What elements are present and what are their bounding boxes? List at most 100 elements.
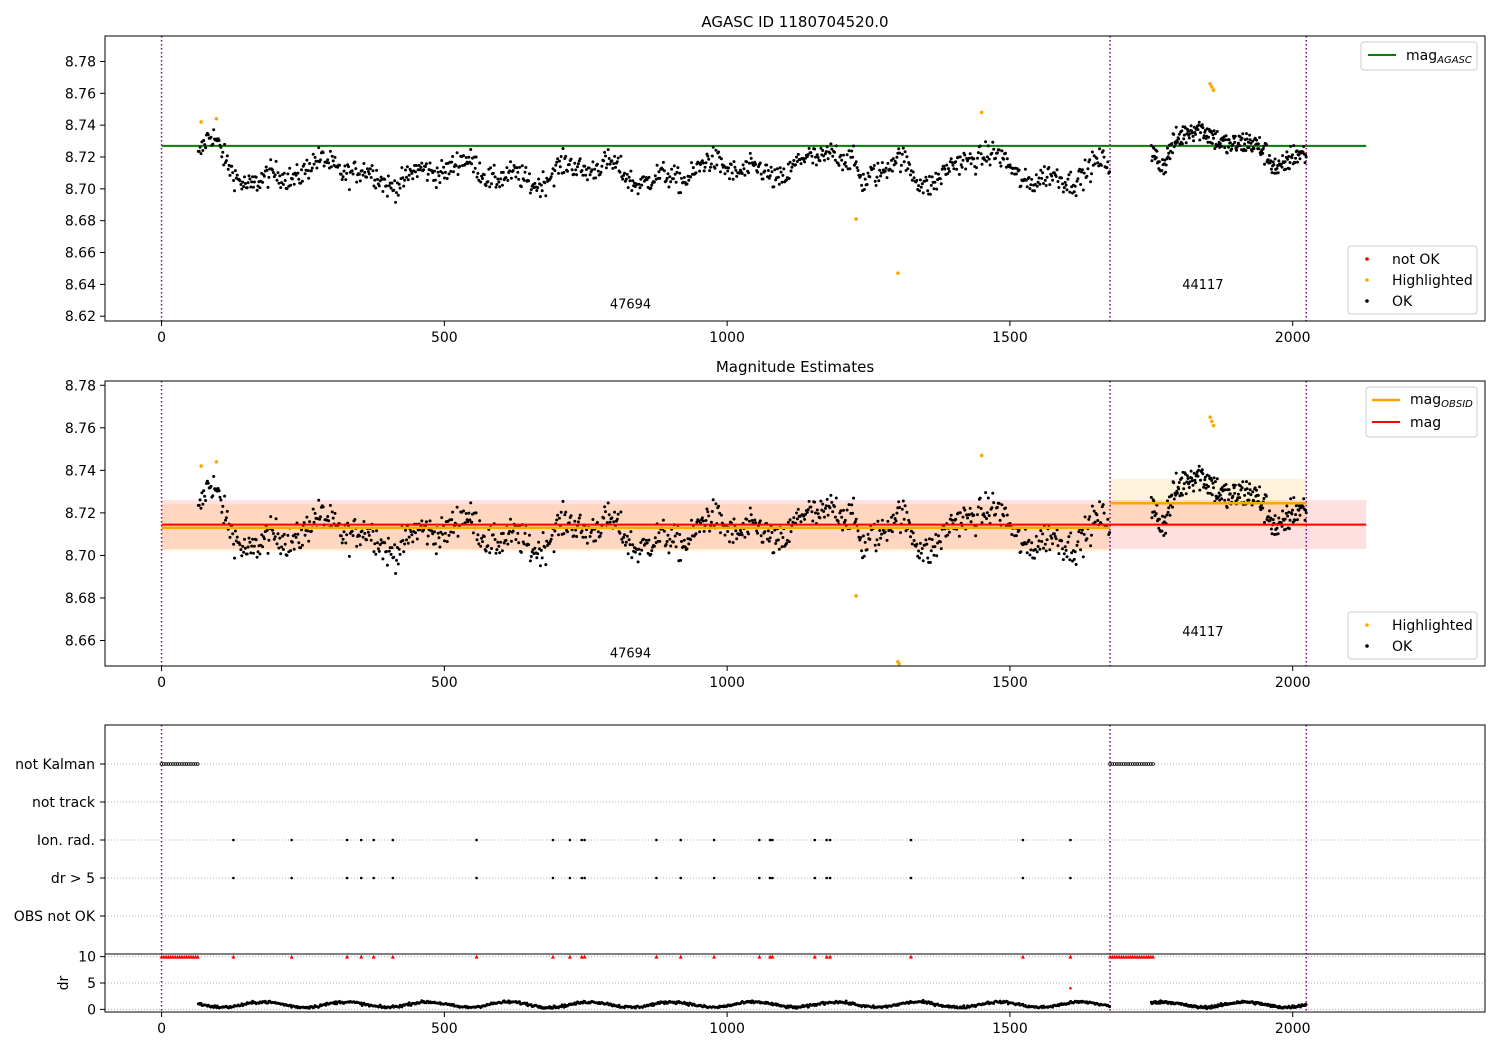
ok-point [795, 155, 798, 159]
legend-label-ok: OK [1392, 294, 1413, 310]
ok-point [241, 544, 245, 548]
ok-point [865, 548, 869, 552]
ok-point [1189, 469, 1193, 473]
ok-point [1275, 526, 1279, 530]
ok-point [1262, 497, 1266, 500]
ok-point [906, 167, 910, 171]
ok-point [529, 188, 533, 192]
ok-point [308, 520, 312, 524]
ok-point [255, 555, 259, 559]
ok-point [855, 166, 859, 170]
ok-point [303, 172, 307, 176]
ok-point [921, 191, 925, 195]
ok-point [1264, 143, 1268, 147]
ok-point [620, 537, 624, 541]
ok-point [1240, 136, 1244, 140]
ok-point [1098, 147, 1102, 151]
ok-point [557, 171, 560, 175]
ok-point [504, 538, 508, 542]
ok-point [197, 149, 201, 153]
ok-point [1256, 493, 1260, 497]
ok-point [1152, 146, 1156, 150]
dr-point [687, 1004, 691, 1007]
ok-point [311, 507, 315, 511]
ok-point [590, 528, 594, 532]
ok-point [392, 188, 396, 192]
ok-point [451, 510, 455, 514]
ok-point [564, 154, 568, 158]
ok-point [1172, 481, 1176, 485]
ok-point [1252, 147, 1256, 151]
ok-point [834, 496, 838, 500]
ok-point [286, 533, 290, 537]
ok-point [957, 534, 961, 538]
ok-point [294, 535, 298, 539]
ok-point [866, 532, 870, 536]
ok-point [1204, 486, 1208, 490]
x-tick-label: 500 [431, 675, 458, 691]
ok-point [1187, 486, 1191, 489]
ok-point [1056, 180, 1060, 183]
dr-point [823, 1003, 826, 1006]
ok-point [280, 545, 284, 549]
ok-point [1269, 167, 1273, 171]
ok-point [607, 157, 611, 160]
ok-point [563, 513, 567, 517]
ok-point [868, 175, 872, 179]
ok-point [1041, 171, 1045, 175]
dr-gt-5-point [568, 876, 572, 880]
ok-point [239, 548, 243, 552]
ok-point [1304, 511, 1308, 515]
ok-point [925, 178, 929, 182]
ok-point [371, 529, 375, 533]
ok-point [707, 514, 711, 518]
ok-point [1224, 483, 1228, 486]
ok-point [911, 531, 915, 535]
ok-point [578, 157, 582, 161]
ok-point [1033, 556, 1036, 560]
ok-point [1210, 479, 1214, 482]
ok-point [1288, 518, 1292, 522]
ok-point [647, 538, 651, 542]
ok-point [282, 171, 286, 175]
x-tick-label: 2000 [1275, 1021, 1311, 1037]
ok-point [851, 155, 855, 159]
ok-point [1280, 165, 1284, 169]
ok-point [344, 541, 348, 545]
ok-point [1245, 480, 1248, 484]
ok-point [475, 175, 479, 179]
ok-point [1170, 493, 1174, 497]
ok-point [731, 177, 735, 181]
ok-point [574, 168, 578, 172]
ok-point [411, 177, 415, 181]
ok-point [915, 542, 919, 546]
ok-point [1290, 156, 1294, 160]
ok-point [1288, 161, 1292, 164]
flag-row-label: not Kalman [15, 757, 95, 773]
x-tick-label: 500 [431, 1021, 458, 1037]
ok-point [456, 534, 460, 538]
ok-point [248, 177, 252, 181]
dr-point [965, 1006, 968, 1010]
ok-point [1172, 145, 1176, 149]
y-tick-label: 8.74 [65, 463, 96, 479]
ok-point [451, 155, 455, 158]
ok-point [621, 540, 625, 544]
ok-point [504, 176, 508, 180]
ok-point [966, 516, 969, 520]
ok-point [1083, 158, 1087, 162]
ok-point [658, 176, 662, 180]
ion-rad-point [828, 838, 832, 842]
ok-point [436, 531, 440, 535]
ok-point [1178, 494, 1182, 498]
ok-point [424, 520, 428, 524]
ok-point [652, 544, 656, 548]
ok-point [543, 545, 547, 549]
ok-point [1271, 518, 1275, 522]
ok-point [433, 178, 437, 182]
ok-point [975, 166, 978, 170]
not-kalman-point [168, 762, 173, 766]
ok-point [258, 552, 262, 556]
ok-point [829, 493, 833, 497]
ok-point [630, 556, 634, 560]
